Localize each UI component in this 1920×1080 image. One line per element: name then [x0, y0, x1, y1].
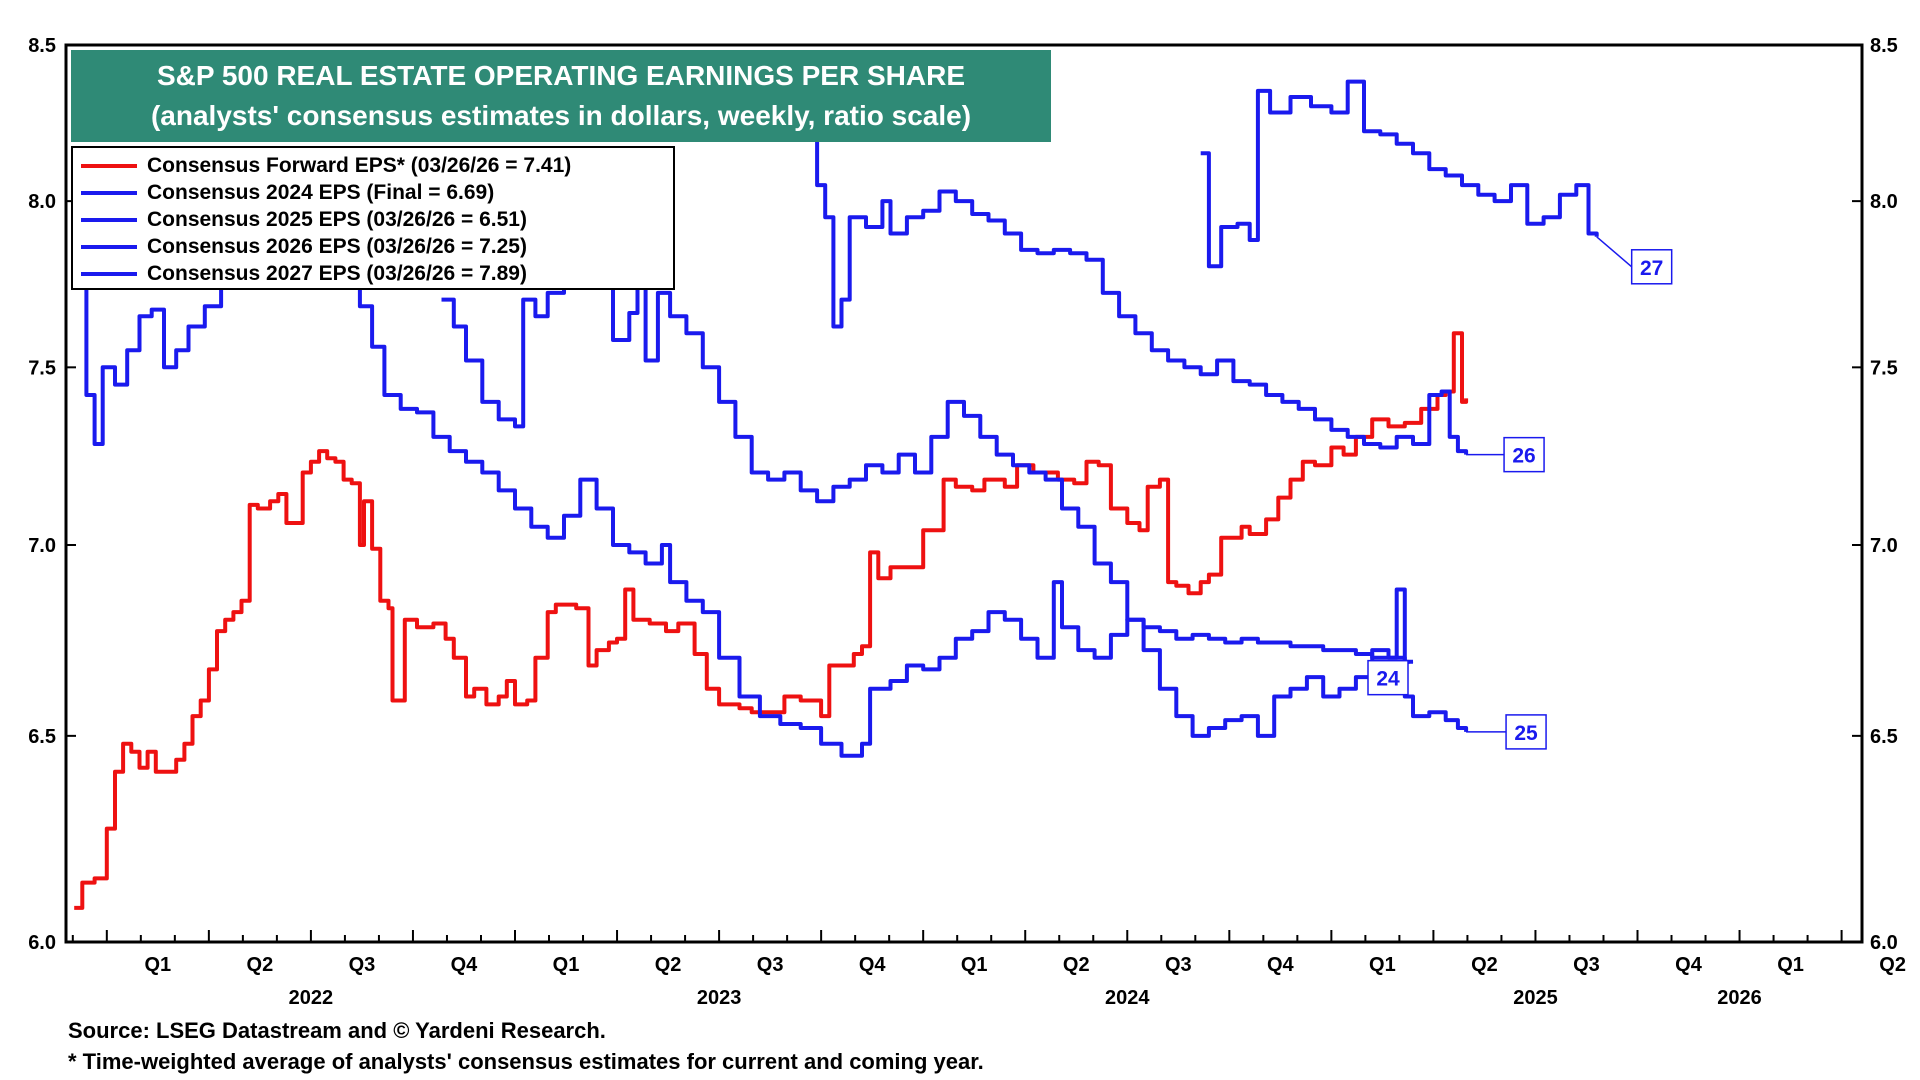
chart-title-box: S&P 500 REAL ESTATE OPERATING EARNINGS P…: [71, 50, 1051, 142]
x-year-label: 2023: [697, 987, 742, 1009]
x-quarter-label: Q3: [349, 954, 376, 976]
x-quarter-label: Q3: [1573, 954, 1600, 976]
x-quarter-label: Q2: [247, 954, 274, 976]
legend-label: Consensus 2027 EPS (03/26/26 = 7.89): [147, 261, 527, 285]
series-line-4: [1200, 79, 1599, 269]
end-label-text: 25: [1514, 722, 1538, 745]
end-label-box: [1505, 714, 1547, 750]
y-tick-label-right: 6.0: [1870, 932, 1898, 954]
legend-item: Consensus Forward EPS* (03/26/26 = 7.41): [81, 152, 665, 179]
legend-swatch-2025: [81, 217, 137, 222]
end-label-box: [1367, 659, 1409, 696]
source-note: Source: LSEG Datastream and © Yardeni Re…: [68, 1018, 606, 1043]
legend-swatch-2026: [81, 244, 137, 249]
x-quarter-label: Q4: [859, 954, 887, 976]
x-quarter-label: Q4: [451, 954, 479, 976]
y-tick-label-right: 8.0: [1870, 191, 1898, 213]
x-quarter-label: Q4: [1267, 954, 1295, 976]
legend-item: Consensus 2024 EPS (Final = 6.69): [81, 179, 665, 206]
y-tick-label-right: 8.5: [1870, 35, 1898, 57]
x-quarter-label: Q1: [1777, 954, 1804, 976]
legend-item: Consensus 2026 EPS (03/26/26 = 7.25): [81, 233, 665, 260]
x-quarter-label: Q2: [1879, 954, 1906, 976]
legend-swatch-2024: [81, 190, 137, 195]
end-label-leader: [1596, 236, 1633, 268]
x-quarter-label: Q3: [757, 954, 784, 976]
legend-item: Consensus 2027 EPS (03/26/26 = 7.89): [81, 260, 665, 287]
legend-swatch-2027: [81, 271, 137, 276]
end-label-text: 26: [1512, 445, 1535, 468]
series-line-0: [74, 331, 1469, 910]
x-axis: Q1 Q2 Q3 Q4 Q1 Q2 Q3 Q4 Q1 Q2 Q3 Q4 Q1 Q2 Q3 Q4 Q1 Q2 2022…: [71, 930, 1906, 1009]
x-quarter-label: Q2: [1063, 954, 1090, 976]
x-quarter-label: Q2: [1471, 954, 1498, 976]
legend-label: Consensus 2026 EPS (03/26/26 = 7.25): [147, 234, 527, 258]
y-tick-label-right: 7.5: [1870, 357, 1898, 379]
y-tick-label-right: 7.0: [1870, 535, 1898, 557]
x-quarter-label: Q1: [961, 954, 988, 976]
y-axis-right: 6.0 6.5 7.0 7.5 8.0 8.5: [1852, 35, 1898, 954]
end-label-text: 24: [1376, 668, 1400, 691]
chart-subtitle: (analysts' consensus estimates in dollar…: [150, 100, 972, 131]
x-quarter-label: Q3: [1165, 954, 1192, 976]
x-year-label: 2025: [1513, 987, 1558, 1009]
y-tick-label-left: 6.5: [28, 726, 56, 748]
end-label-text: 27: [1640, 257, 1663, 280]
y-tick-label-left: 6.0: [28, 932, 56, 954]
x-year-label: 2022: [289, 987, 334, 1009]
x-year-label: 2024: [1105, 987, 1150, 1009]
end-label-box: [1503, 436, 1545, 473]
legend-item: Consensus 2025 EPS (03/26/26 = 6.51): [81, 206, 665, 233]
y-tick-label-left: 7.0: [28, 535, 56, 557]
x-quarter-label: Q1: [144, 954, 171, 976]
series-line-3: [808, 119, 1469, 455]
x-quarter-label: Q2: [655, 954, 682, 976]
legend-label: Consensus Forward EPS* (03/26/26 = 7.41): [147, 153, 572, 177]
y-axis-left: 6.0 6.5 7.0 7.5 8.0 8.5: [28, 35, 76, 954]
chart-title: S&P 500 REAL ESTATE OPERATING EARNINGS P…: [156, 60, 965, 91]
end-labels: 24 25 26 27: [1367, 236, 1673, 750]
legend: Consensus Forward EPS* (03/26/26 = 7.41)…: [71, 146, 675, 290]
legend-label: Consensus 2024 EPS (Final = 6.69): [147, 180, 495, 204]
y-tick-label-left: 7.5: [28, 357, 56, 379]
x-quarter-label: Q1: [1369, 954, 1396, 976]
footnote: * Time-weighted average of analysts' con…: [68, 1049, 984, 1074]
y-tick-label-left: 8.5: [28, 35, 56, 57]
x-quarter-label: Q4: [1675, 954, 1703, 976]
legend-swatch-forward: [81, 163, 137, 168]
legend-label: Consensus 2025 EPS (03/26/26 = 6.51): [147, 207, 527, 231]
end-label-box: [1630, 249, 1673, 285]
y-tick-label-right: 6.5: [1870, 726, 1898, 748]
y-tick-label-left: 8.0: [28, 191, 56, 213]
x-year-label: 2026: [1717, 987, 1762, 1009]
x-quarter-label: Q1: [553, 954, 580, 976]
